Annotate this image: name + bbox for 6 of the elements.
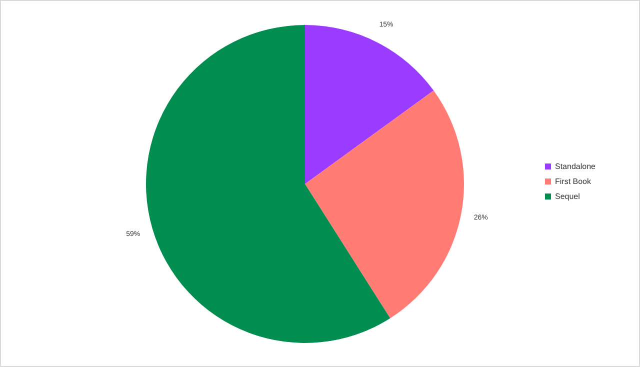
legend-label: First Book bbox=[555, 177, 592, 186]
legend-label: Sequel bbox=[555, 192, 580, 202]
pie-slice bbox=[305, 25, 434, 184]
pie-slice bbox=[146, 25, 390, 343]
pie-slice bbox=[305, 90, 464, 318]
legend-label: Standalone bbox=[555, 162, 596, 172]
